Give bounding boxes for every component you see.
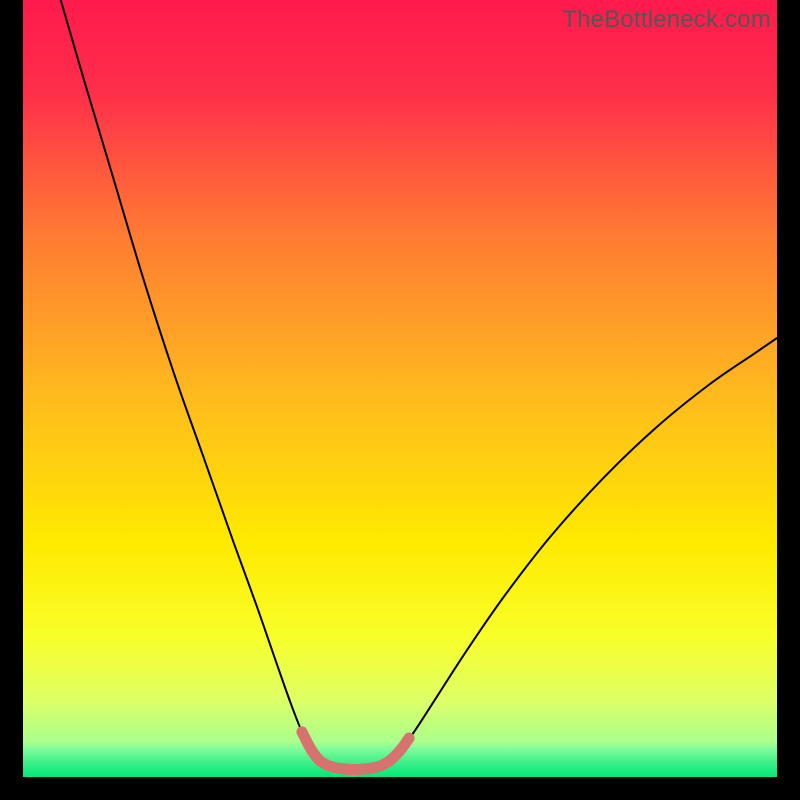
u-overlay-marker	[327, 761, 338, 772]
u-overlay-marker	[395, 745, 406, 756]
bottleneck-curve	[61, 0, 777, 770]
curve-layer	[23, 0, 777, 777]
u-overlay-marker	[372, 761, 383, 772]
u-overlay-marker	[296, 726, 307, 737]
u-overlay-marker	[357, 764, 368, 775]
u-overlay-marker	[342, 764, 353, 775]
watermark-text: TheBottleneck.com	[562, 6, 771, 34]
u-overlay-marker	[315, 756, 326, 767]
u-overlay-marker	[306, 745, 317, 756]
plot-area	[23, 0, 777, 777]
u-overlay-marker	[383, 756, 394, 767]
u-overlay-marker	[404, 733, 415, 744]
